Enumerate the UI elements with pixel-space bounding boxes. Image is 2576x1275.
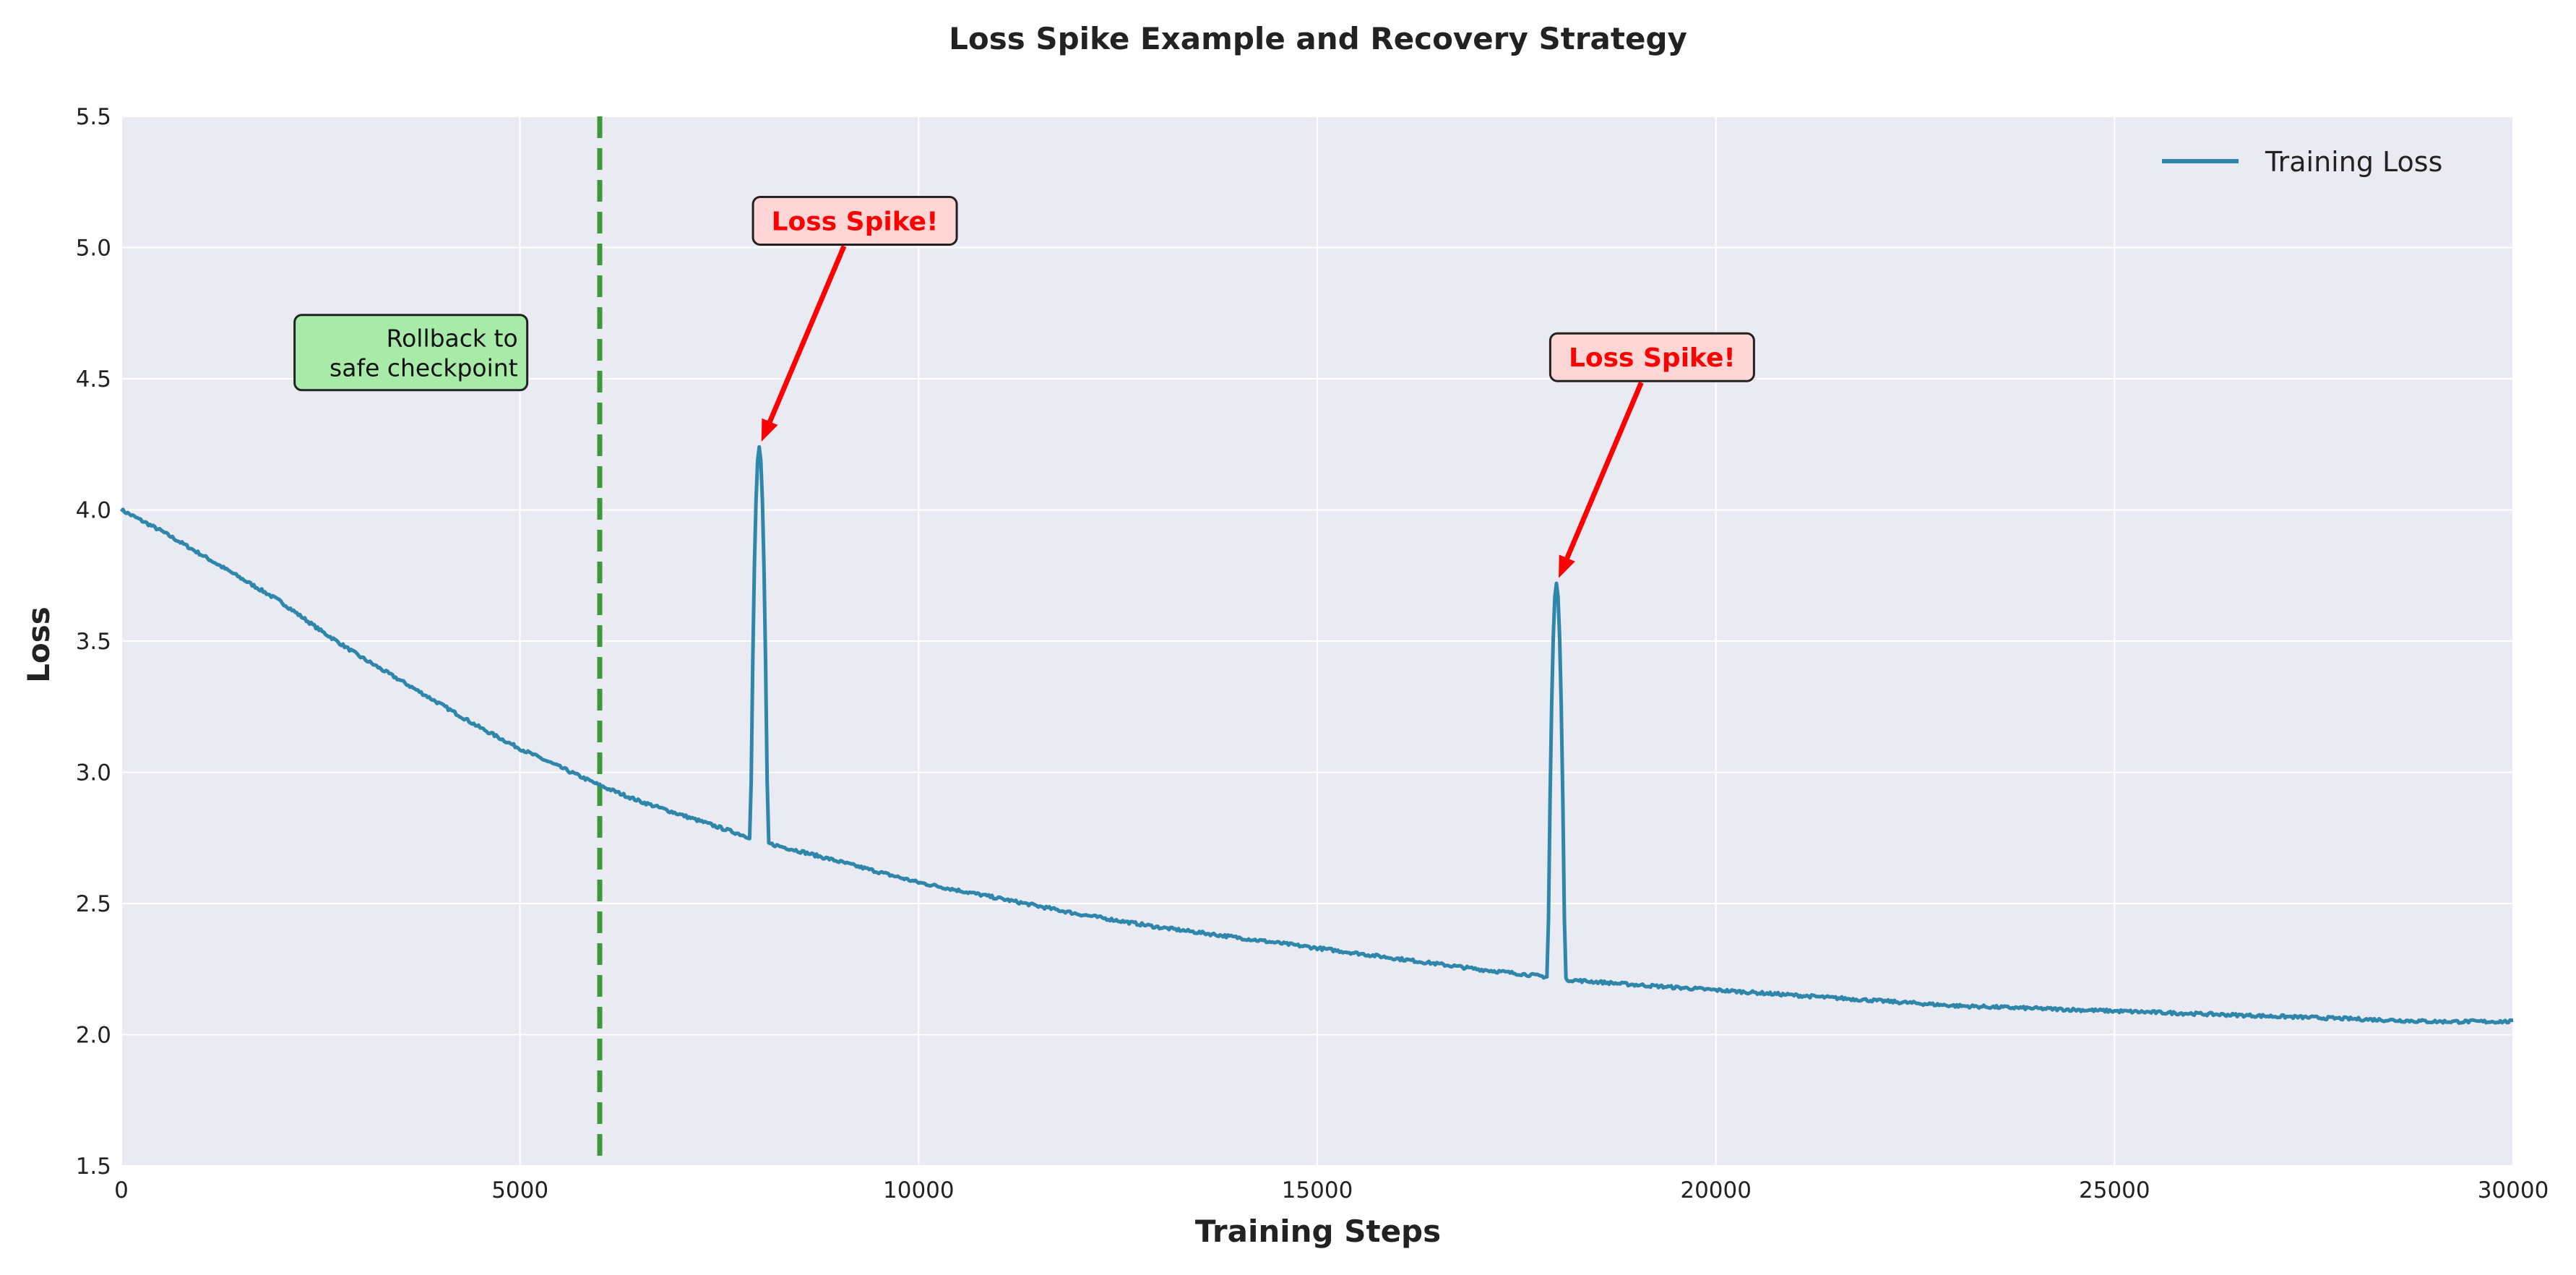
y-tick-label: 3.0 — [76, 760, 111, 786]
x-tick-label: 0 — [114, 1177, 129, 1203]
x-tick-label: 25000 — [2079, 1177, 2150, 1203]
y-tick-label: 3.5 — [76, 629, 111, 655]
y-tick-label: 4.0 — [76, 498, 111, 524]
spike-arrow-shaft — [1560, 381, 1644, 570]
x-tick-label: 20000 — [1680, 1177, 1752, 1203]
x-axis-label: Training Steps — [1195, 1214, 1441, 1249]
spike-annotation-box — [1548, 332, 1755, 382]
y-tick-labels: 1.5 2.0 2.5 3.0 3.5 4.0 4.5 5.0 5.5 — [76, 104, 111, 1180]
spike-arrow-shaft — [763, 245, 847, 434]
spike-annotation-box — [751, 195, 958, 246]
y-tick-label: 1.5 — [76, 1154, 111, 1180]
rollback-note-line-2: safe checkpoint — [329, 354, 518, 382]
legend-label-training-loss: Training Loss — [2265, 146, 2442, 178]
y-tick-label: 5.0 — [76, 236, 111, 262]
series-line-training-loss — [120, 445, 2514, 1025]
y-tick-label: 4.5 — [76, 366, 111, 392]
rollback-note-box — [293, 314, 529, 392]
spike-annotation-1: Loss Spike! — [751, 195, 958, 442]
x-tick-label: 10000 — [883, 1177, 955, 1203]
rollback-note: Rollback to safe checkpoint — [293, 314, 529, 392]
x-tick-label: 30000 — [2478, 1177, 2549, 1203]
y-axis-label: Loss — [21, 606, 56, 683]
annotations: Loss Spike! Loss Spike! — [751, 195, 1755, 578]
spike-annotation-label: Loss Spike! — [772, 207, 939, 236]
y-tick-label: 2.5 — [76, 891, 111, 917]
x-tick-label: 15000 — [1282, 1177, 1353, 1203]
spike-arrow-head — [761, 418, 778, 442]
spike-annotation-label: Loss Spike! — [1569, 343, 1736, 373]
chart-title: Loss Spike Example and Recovery Strategy — [949, 21, 1687, 56]
grid — [121, 116, 2514, 1167]
spike-arrow-head — [1559, 554, 1575, 578]
rollback-note-line-1: Rollback to — [387, 325, 518, 353]
x-tick-labels: 0 5000 10000 15000 20000 25000 30000 — [114, 1177, 2549, 1203]
spike-annotation-2: Loss Spike! — [1548, 332, 1755, 578]
legend: Training Loss — [2162, 146, 2442, 178]
x-tick-label: 5000 — [491, 1177, 548, 1203]
y-tick-label: 5.5 — [76, 104, 111, 130]
y-tick-label: 2.0 — [76, 1023, 111, 1049]
